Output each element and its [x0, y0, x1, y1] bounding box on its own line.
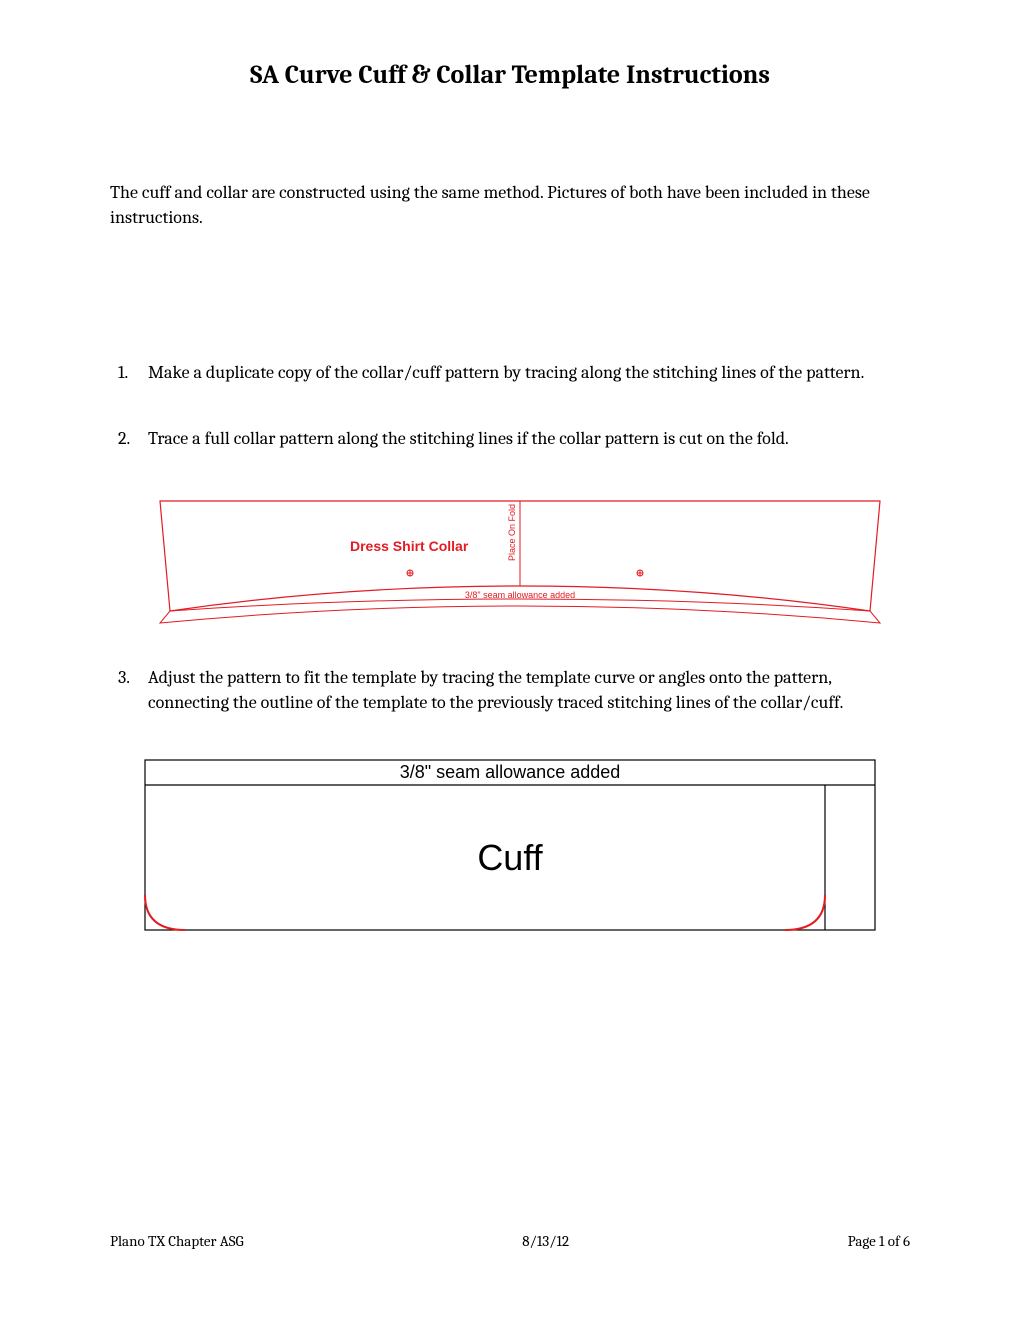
- step-number: 3.: [110, 665, 148, 715]
- step-text: Adjust the pattern to fit the template b…: [148, 665, 910, 715]
- intro-paragraph: The cuff and collar are constructed usin…: [110, 180, 910, 230]
- footer-right: Page 1 of 6: [848, 1232, 910, 1250]
- step-number: 1.: [110, 360, 148, 385]
- cuff-diagram: 3/8" seam allowance added Cuff: [140, 755, 910, 939]
- step-2: 2. Trace a full collar pattern along the…: [110, 426, 910, 451]
- step-text: Make a duplicate copy of the collar/cuff…: [148, 360, 910, 385]
- collar-diagram: Dress Shirt Collar Place On Fold 3/8" se…: [140, 491, 910, 635]
- fold-label: Place On Fold: [507, 504, 517, 561]
- cuff-seam-label: 3/8" seam allowance added: [400, 762, 621, 782]
- collar-label: Dress Shirt Collar: [350, 538, 469, 554]
- footer-center: 8/13/12: [522, 1232, 569, 1250]
- page-footer: Plano TX Chapter ASG 8/13/12 Page 1 of 6: [110, 1232, 910, 1250]
- cuff-label: Cuff: [477, 837, 543, 878]
- step-text: Trace a full collar pattern along the st…: [148, 426, 910, 451]
- step-number: 2.: [110, 426, 148, 451]
- footer-left: Plano TX Chapter ASG: [110, 1232, 244, 1250]
- step-1: 1. Make a duplicate copy of the collar/c…: [110, 360, 910, 385]
- step-3: 3. Adjust the pattern to fit the templat…: [110, 665, 910, 715]
- seam-label: 3/8" seam allowance added: [465, 590, 575, 600]
- page-title: SA Curve Cuff & Collar Template Instruct…: [110, 60, 910, 90]
